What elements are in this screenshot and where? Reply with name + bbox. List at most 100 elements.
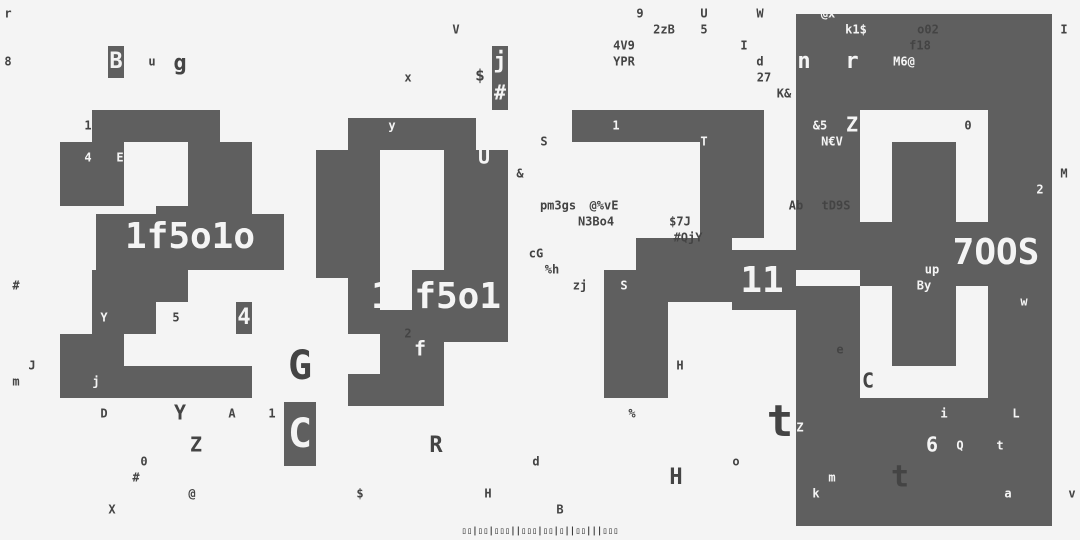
glyph: k [812, 487, 820, 501]
glyph: N3Bo4 [578, 215, 614, 229]
glyph: x [404, 71, 411, 85]
glyph: 5 [172, 311, 179, 325]
glyph: pm3gs [540, 199, 576, 213]
glyph: 11 [740, 260, 783, 301]
glyph: f18 [909, 39, 931, 53]
glyph: Z [846, 113, 858, 137]
glyph: 1 [612, 119, 619, 133]
glyph: & [924, 119, 932, 133]
glyph: 2 [404, 327, 411, 341]
glyph: 0 [964, 119, 971, 133]
glyph: 2 [1036, 183, 1043, 197]
glyph: B [109, 49, 122, 74]
glyph: H [484, 487, 491, 501]
glyph: t [767, 396, 794, 447]
glyph: d [532, 455, 539, 469]
glyph: 3 [44, 279, 51, 293]
glyph: M6@ [893, 55, 915, 69]
glyph: V [452, 23, 459, 37]
glyph: 1 [84, 119, 91, 133]
glyph: $7J [669, 215, 691, 229]
glyph: C [862, 369, 874, 393]
glyph: 0%6 [773, 119, 795, 133]
glyph: S [620, 279, 627, 293]
glyph: 6 [876, 151, 883, 165]
glyph: Y [174, 401, 186, 425]
glyph: r [845, 49, 858, 74]
glyph: 8 [4, 55, 11, 69]
glyph: H [676, 359, 683, 373]
glyph: j [493, 49, 506, 74]
glyph: tD9S [822, 199, 851, 213]
glyph: @%vE [590, 199, 619, 213]
digit-0 [316, 118, 508, 406]
glyph: o [732, 455, 739, 469]
glyph: Ib [773, 215, 787, 229]
glyph: #QjY [674, 231, 704, 245]
glyph: 9 [708, 375, 715, 389]
glyph: up [925, 263, 939, 277]
glyph: # [132, 471, 140, 485]
glyph: YPR [613, 55, 635, 69]
glyph: k1$ [845, 23, 867, 37]
glyph: f [414, 337, 426, 361]
glyph: E [116, 151, 123, 165]
glyph: g [173, 51, 186, 76]
glyph: 27 [757, 71, 771, 85]
glyph: k [212, 471, 220, 485]
glyph: C [228, 455, 235, 469]
glyph: a [1004, 487, 1011, 501]
glyph: o02 [917, 23, 939, 37]
glyph: J [28, 359, 35, 373]
glyph: i [940, 407, 947, 421]
glyph: 1 [268, 407, 275, 421]
glyph: Z [796, 421, 803, 435]
glyph: y [388, 119, 395, 133]
glyph: @ [188, 487, 195, 501]
glyph: & [516, 167, 524, 181]
glyph: e [836, 343, 843, 357]
glyph: A [228, 407, 236, 421]
glyph: D [100, 407, 107, 421]
glyph: B [556, 503, 563, 517]
glyph: Q [956, 439, 963, 453]
digit-5 [796, 14, 1052, 526]
glyph: m [828, 471, 835, 485]
glyph: 4 [237, 305, 250, 330]
glyph: I [772, 39, 779, 53]
glyph: cG [529, 247, 543, 261]
glyph: G [288, 343, 312, 389]
glyph: w [404, 151, 412, 165]
glyph: R [429, 433, 443, 458]
glyph: 9 [636, 7, 643, 21]
small-blocks [96, 46, 908, 494]
glyph: 1ff5o1 [371, 276, 501, 317]
footer-text: ▯▯|▯▯|▯▯▯||▯▯▯|▯▯|▯||▯▯|||▯▯▯ [461, 527, 618, 537]
glyph: # [494, 81, 506, 105]
glyph: c [388, 487, 395, 501]
glyph: C [288, 411, 312, 457]
glyph: m [12, 375, 19, 389]
glyph: $ [356, 487, 363, 501]
glyph: 0 [20, 87, 27, 101]
glyph: w [1020, 295, 1028, 309]
glyph: j [92, 375, 99, 389]
glyph: T [700, 135, 707, 149]
glyph: U [478, 145, 490, 169]
glyph: r [4, 7, 11, 21]
glyph: L [1012, 407, 1019, 421]
glyph: Z [190, 433, 202, 457]
glyph: Ab [789, 199, 803, 213]
glyph: 6 [492, 343, 499, 357]
glyph: n [797, 49, 810, 74]
glyph: $ [475, 66, 485, 85]
glyph: W [756, 7, 764, 21]
glyph: 4V9 [613, 39, 635, 53]
glyph: @x [821, 7, 835, 21]
glyph: u [148, 55, 155, 69]
glyph: N€V [821, 135, 843, 149]
glyph: 1f5o1o [125, 216, 255, 257]
glyph: zj [573, 279, 587, 293]
glyph: 3 [877, 305, 890, 330]
